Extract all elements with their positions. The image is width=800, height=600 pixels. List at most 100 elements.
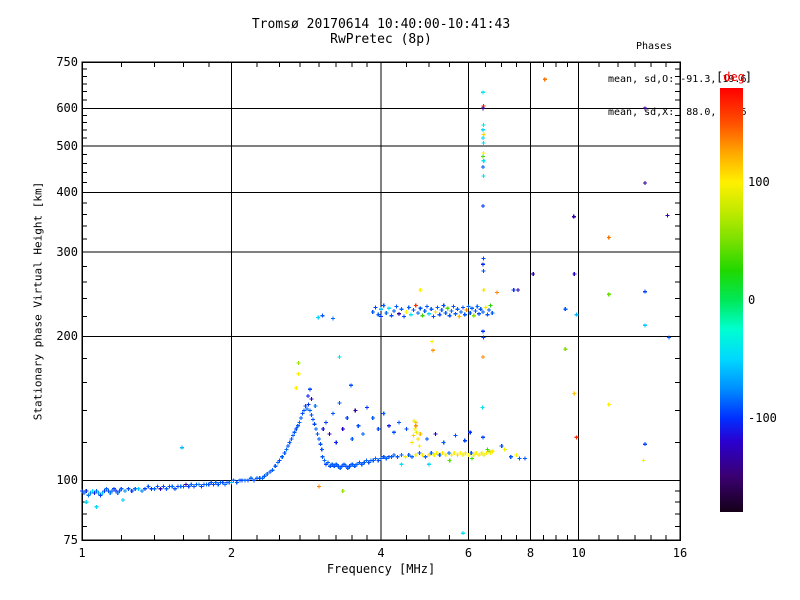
data-point [84, 500, 89, 505]
data-point [481, 355, 485, 360]
data-point [267, 470, 272, 475]
x-tick-label: 4 [377, 546, 385, 560]
data-point [482, 452, 487, 457]
y-tick-label: 400 [56, 185, 78, 200]
data-point [481, 335, 486, 340]
data-point [117, 488, 122, 493]
data-point [414, 430, 419, 435]
data-point [481, 329, 485, 334]
data-point [170, 484, 175, 489]
data-point [485, 312, 490, 317]
data-point [432, 452, 437, 457]
y-tick-label: 200 [56, 329, 78, 344]
x-tick-label: 8 [526, 546, 535, 560]
data-point [430, 339, 435, 344]
data-point [362, 460, 367, 465]
data-point [402, 314, 406, 319]
data-point [409, 312, 414, 317]
data-point [303, 404, 308, 408]
data-point [508, 454, 513, 459]
data-point [413, 303, 418, 308]
data-point [483, 305, 488, 310]
y-tick-label: 75 [63, 533, 78, 547]
data-point [92, 491, 97, 496]
data-point [394, 304, 399, 309]
data-point [499, 443, 504, 448]
data-point [523, 456, 527, 461]
data-point [406, 452, 411, 457]
data-point [324, 420, 328, 425]
data-point [158, 486, 163, 491]
data-point [389, 454, 394, 459]
data-point [197, 482, 201, 487]
data-point [308, 408, 313, 413]
data-point [642, 442, 647, 447]
data-point [317, 437, 321, 441]
data-point [286, 443, 291, 448]
colorbar-tick-label: 0 [748, 293, 756, 307]
data-point [429, 451, 434, 456]
data-point [305, 407, 310, 411]
y-tick-label: 600 [56, 101, 78, 116]
page-subtitle: RwPretec (8p) [330, 32, 432, 47]
data-point [206, 482, 211, 487]
data-point [318, 442, 323, 447]
data-point [370, 416, 375, 420]
data-point [366, 460, 371, 465]
data-point [139, 488, 144, 493]
data-point [88, 491, 93, 496]
data-point [433, 309, 438, 314]
data-point [427, 452, 432, 457]
data-point [113, 488, 118, 493]
data-point [356, 423, 361, 428]
data-point [340, 427, 345, 431]
data-point [321, 427, 326, 431]
data-point [441, 303, 446, 308]
data-point [384, 310, 389, 315]
data-point [495, 290, 499, 295]
data-point [439, 308, 444, 313]
data-point [119, 486, 124, 491]
data-point [161, 484, 166, 489]
data-point [413, 452, 418, 457]
data-point [484, 451, 489, 456]
data-point [422, 309, 427, 313]
data-point [287, 440, 292, 445]
data-point [404, 427, 409, 431]
data-point [379, 456, 383, 461]
colorbar-tick-label: 100 [748, 175, 770, 190]
data-point [427, 462, 432, 467]
data-point [361, 432, 365, 436]
data-point [312, 422, 317, 427]
data-point [265, 472, 270, 477]
data-point [189, 482, 194, 487]
data-point [249, 476, 254, 481]
data-point [571, 214, 576, 219]
data-point [665, 213, 670, 218]
data-point [468, 430, 473, 435]
data-point [216, 482, 221, 487]
data-point [350, 437, 355, 441]
data-point [365, 405, 370, 410]
data-point [381, 303, 386, 308]
data-point [399, 452, 404, 457]
data-point [299, 416, 303, 420]
data-point [86, 493, 91, 498]
data-point [435, 305, 440, 310]
data-point [262, 474, 267, 479]
data-point [481, 154, 485, 159]
data-point [423, 454, 428, 459]
data-point [477, 452, 481, 457]
data-point [433, 432, 438, 436]
data-point [295, 423, 300, 428]
data-point [481, 132, 486, 137]
data-point [371, 458, 376, 463]
data-point [488, 303, 493, 308]
data-point [181, 484, 186, 489]
data-point [376, 458, 381, 463]
data-point [330, 316, 335, 321]
data-point [320, 454, 325, 459]
data-point [459, 309, 464, 314]
data-point [309, 412, 314, 417]
data-point [211, 482, 216, 487]
